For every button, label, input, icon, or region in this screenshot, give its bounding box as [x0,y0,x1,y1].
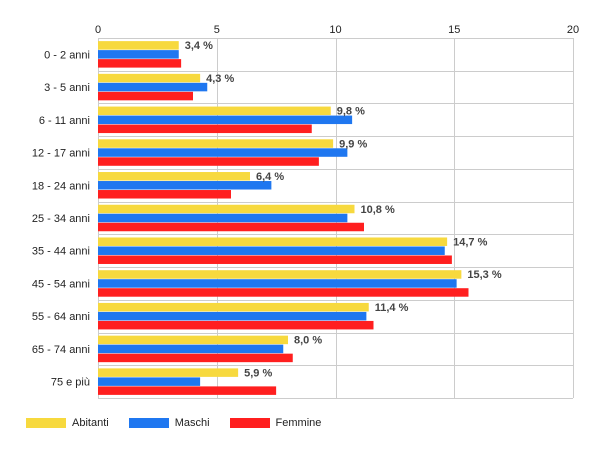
bar-maschi-3 [98,115,353,125]
legend-item-maschi: Maschi [128,417,210,429]
y-category-label: 25 - 34 anni [32,213,90,225]
bar-femmine-1 [98,59,182,68]
bar-maschi-7 [98,246,445,255]
bar-abitanti-5 [98,172,250,181]
bar-femmine-3 [98,124,312,134]
bars [98,41,469,395]
bar-femmine-7 [98,255,452,264]
grid-lines [98,38,574,399]
y-category-label: 18 - 24 anni [32,180,90,192]
legend-swatch-femmine [229,418,270,428]
bar-maschi-1 [98,50,179,59]
data-label: 9,9 % [339,138,367,150]
bar-femmine-8 [98,288,469,297]
bar-femmine-6 [98,222,364,232]
y-category-label: 12 - 17 anni [32,148,90,160]
legend-swatch-abitanti [26,418,66,428]
y-axis-categories: 0 - 2 anni 3 - 5 anni 6 - 11 anni 12 - 17 a… [32,49,90,388]
y-category-label: 45 - 54 anni [32,278,90,290]
bar-maschi-5 [98,181,272,190]
bar-abitanti-11 [98,368,239,377]
x-tick-label: 5 [214,24,220,36]
data-labels: 3,4 % 4,3 % 9,8 % 9,9 % 6,4 % 10,8 % 14,7 % 15,… [185,40,502,379]
data-label: 3,4 % [185,40,213,52]
bar-maschi-4 [98,148,348,157]
bar-abitanti-10 [98,335,288,345]
bar-femmine-9 [98,320,374,330]
data-label: 15,3 % [467,269,501,281]
bar-abitanti-1 [98,41,179,50]
legend-item-femmine: Femmine [229,417,322,429]
bar-abitanti-7 [98,237,448,246]
bar-abitanti-9 [98,302,369,312]
bar-maschi-8 [98,279,457,288]
data-label: 11,4 % [375,302,409,314]
legend: Abitanti Maschi Femmine [26,417,341,429]
x-tick-label: 10 [329,24,341,36]
y-category-label: 75 e più [51,377,90,389]
legend-label-abitanti: Abitanti [72,417,109,429]
y-category-label: 0 - 2 anni [44,49,90,61]
x-axis-ticks: 0 5 10 15 20 [95,24,579,36]
y-category-label: 3 - 5 anni [44,82,90,94]
data-label: 10,8 % [361,204,395,216]
bar-femmine-5 [98,190,231,199]
bar-maschi-10 [98,344,284,354]
y-category-label: 65 - 74 anni [32,344,90,356]
legend-label-femmine: Femmine [275,417,322,429]
bar-maschi-6 [98,213,348,223]
y-category-label: 6 - 11 anni [39,115,90,127]
bar-femmine-4 [98,157,319,166]
bar-maschi-9 [98,311,367,321]
data-label: 14,7 % [453,236,487,248]
legend-swatch-maschi [128,418,169,428]
bar-abitanti-6 [98,204,355,214]
bar-femmine-10 [98,353,293,363]
data-label: 9,8 % [337,106,365,118]
bar-abitanti-3 [98,106,331,116]
bar-abitanti-2 [98,73,201,83]
bar-abitanti-4 [98,139,334,148]
legend-item-abitanti: Abitanti [26,417,109,429]
bar-abitanti-8 [98,270,462,279]
legend-label-maschi: Maschi [174,417,210,429]
y-category-label: 55 - 64 anni [32,311,90,323]
y-category-label: 35 - 44 anni [32,246,90,258]
x-tick-label: 20 [567,24,579,36]
data-label: 8,0 % [294,335,322,347]
data-label: 6,4 % [256,171,284,183]
bar-femmine-2 [98,91,193,101]
x-tick-label: 0 [95,24,101,36]
x-tick-label: 15 [448,24,460,36]
bar-maschi-11 [98,377,201,386]
data-label: 5,9 % [244,367,272,379]
bar-femmine-11 [98,386,277,395]
bar-maschi-2 [98,82,208,92]
data-label: 4,3 % [206,73,234,85]
